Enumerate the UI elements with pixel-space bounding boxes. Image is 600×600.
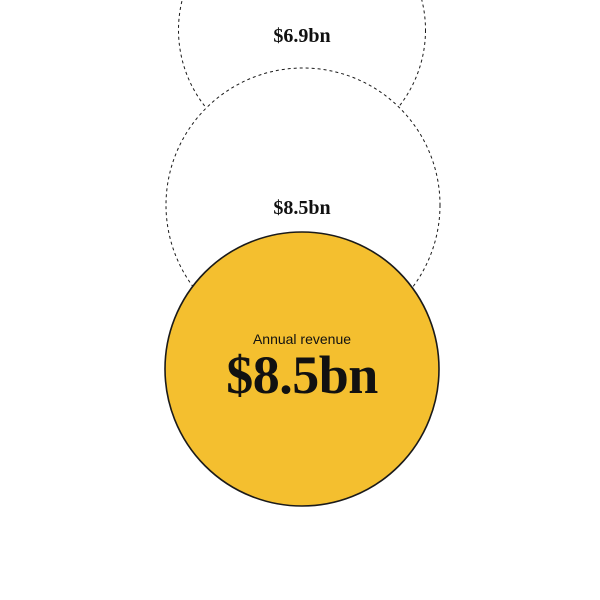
- bubble-value-large: $8.5bn: [226, 345, 378, 405]
- bubble-caption: Annual revenue: [253, 331, 351, 347]
- bubble-circle-current: [164, 231, 440, 507]
- bubble-value-label: $8.5bn: [273, 197, 330, 219]
- bubble-value-label: $6.9bn: [273, 25, 330, 47]
- bubble-group-current: Annual revenue $8.5bn: [164, 231, 440, 507]
